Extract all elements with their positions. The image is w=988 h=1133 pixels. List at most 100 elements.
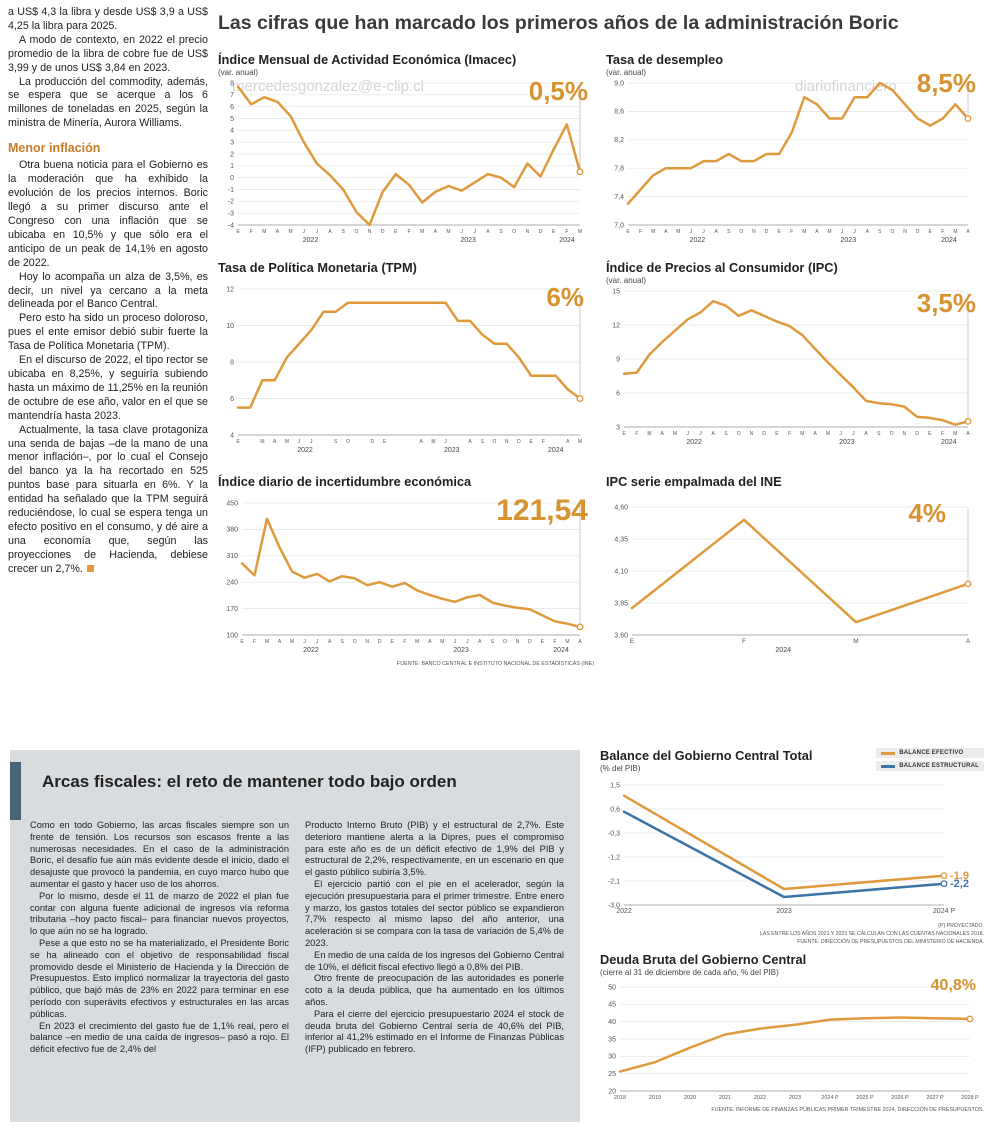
box-column-2: Producto Interno Bruto (PIB) y el estruc… [305,820,564,1055]
svg-text:D: D [765,229,769,235]
svg-text:F: F [941,431,944,437]
svg-text:A: A [815,229,819,235]
svg-text:0: 0 [230,175,234,182]
svg-text:A: A [578,639,582,645]
svg-text:F: F [407,229,410,235]
svg-text:-4: -4 [228,222,234,229]
svg-text:A: A [714,229,718,235]
svg-text:A: A [428,639,432,645]
svg-text:12: 12 [612,322,620,329]
svg-text:D: D [528,639,532,645]
svg-text:O: O [512,229,516,235]
svg-text:40: 40 [608,1019,616,1026]
deuda-chart-card: Deuda Bruta del Gobierno Central (cierre… [600,952,984,1113]
svg-text:J: J [303,639,306,645]
article-body: Otra buena noticia para el Gobierno es l… [8,159,208,422]
svg-text:F: F [553,639,556,645]
svg-text:F: F [941,229,944,235]
svg-text:A: A [813,431,817,437]
article-last-paragraph: Actualmente, la tasa clave protagoniza u… [8,423,208,575]
svg-text:A: A [866,229,870,235]
svg-text:15: 15 [612,288,620,295]
chart-subtitle: (var. anual) [218,68,259,77]
svg-text:S: S [481,439,485,445]
svg-text:2022: 2022 [754,1095,766,1101]
svg-text:S: S [340,639,344,645]
svg-text:7,0: 7,0 [614,222,624,229]
svg-text:2018: 2018 [614,1095,626,1101]
svg-text:240: 240 [226,580,238,587]
svg-text:2024 P: 2024 P [821,1095,839,1101]
svg-text:A: A [566,439,570,445]
balance-legend: BALANCE EFECTIVO BALANCE ESTRUCTURAL [876,748,984,771]
svg-text:6: 6 [616,390,620,397]
svg-text:A: A [486,229,490,235]
svg-text:5: 5 [230,116,234,123]
svg-text:M: M [800,431,804,437]
svg-text:35: 35 [608,1036,616,1043]
svg-text:A: A [468,439,472,445]
left-article-column: a US$ 4,3 la libra y desde US$ 3,9 a US$… [8,6,208,577]
svg-text:7,4: 7,4 [614,194,624,201]
svg-text:E: E [622,431,626,437]
estructural-swatch-icon [881,764,896,768]
svg-text:-3,0: -3,0 [608,902,620,909]
svg-text:1: 1 [230,163,234,170]
svg-text:N: N [368,229,372,235]
svg-text:-0,3: -0,3 [608,830,620,837]
box-title: Arcas fiscales: el reto de mantener todo… [42,772,457,791]
svg-text:A: A [864,431,868,437]
svg-text:M: M [647,431,651,437]
imacec-chart-card: Índice Mensual de Actividad Económica (I… [218,52,594,249]
svg-text:A: A [661,431,665,437]
svg-text:E: E [626,229,630,235]
svg-text:A: A [664,229,668,235]
svg-text:M: M [953,229,957,235]
chart-source-note: FUENTE: INFORME DE FINANZAS PÚBLICAS PRI… [711,1107,984,1113]
svg-text:J: J [466,639,469,645]
svg-text:A: A [276,229,280,235]
arcas-fiscales-box: Arcas fiscales: el reto de mantener todo… [10,750,580,1122]
svg-text:4: 4 [230,128,234,135]
svg-text:3: 3 [230,139,234,146]
svg-text:E: E [394,229,398,235]
svg-text:O: O [493,439,497,445]
svg-text:N: N [526,229,530,235]
chart-subtitle: (cierre al 31 de diciembre de cada año, … [600,968,779,977]
chart-title: Tasa de desempleo [606,52,724,67]
desempleo-chart-card: Tasa de desempleo (var. anual) 8,5% 9,0 8… [606,52,982,249]
svg-text:50: 50 [608,984,616,991]
chart-title: Índice de Precios al Consumidor (IPC) [606,260,838,275]
svg-text:2023: 2023 [841,237,857,244]
svg-text:A: A [478,639,482,645]
svg-text:J: J [852,431,855,437]
svg-text:N: N [903,229,907,235]
box-column-1: Como en todo Gobierno, las arcas fiscale… [30,820,289,1055]
svg-text:A: A [712,431,716,437]
svg-text:4,60: 4,60 [614,504,628,511]
svg-text:100: 100 [226,632,238,639]
ipc-ine-chart-card: IPC serie empalmada del INE 4% 4,60 4,35 4… [606,474,982,659]
svg-text:F: F [542,439,545,445]
tpm-chart-card: Tasa de Política Monetaria (TPM) 6% 12 10… [218,260,594,459]
chart-big-value: 8,5% [916,68,976,98]
svg-text:E: E [383,439,387,445]
svg-text:O: O [739,229,743,235]
svg-text:A: A [966,431,970,437]
chart-title: Deuda Bruta del Gobierno Central [600,952,807,967]
svg-text:2023: 2023 [776,908,792,915]
chart-title: Índice Mensual de Actividad Económica (I… [218,52,517,67]
svg-text:450: 450 [226,500,238,507]
svg-text:F: F [565,229,568,235]
svg-text:M: M [431,439,435,445]
svg-text:J: J [853,229,856,235]
svg-text:45: 45 [608,1002,616,1009]
svg-text:M: M [565,639,569,645]
svg-text:F: F [639,229,642,235]
svg-text:-1: -1 [228,187,234,194]
svg-text:J: J [303,229,306,235]
page-title: Las cifras que han marcado los primeros … [218,12,899,34]
svg-text:S: S [499,229,503,235]
